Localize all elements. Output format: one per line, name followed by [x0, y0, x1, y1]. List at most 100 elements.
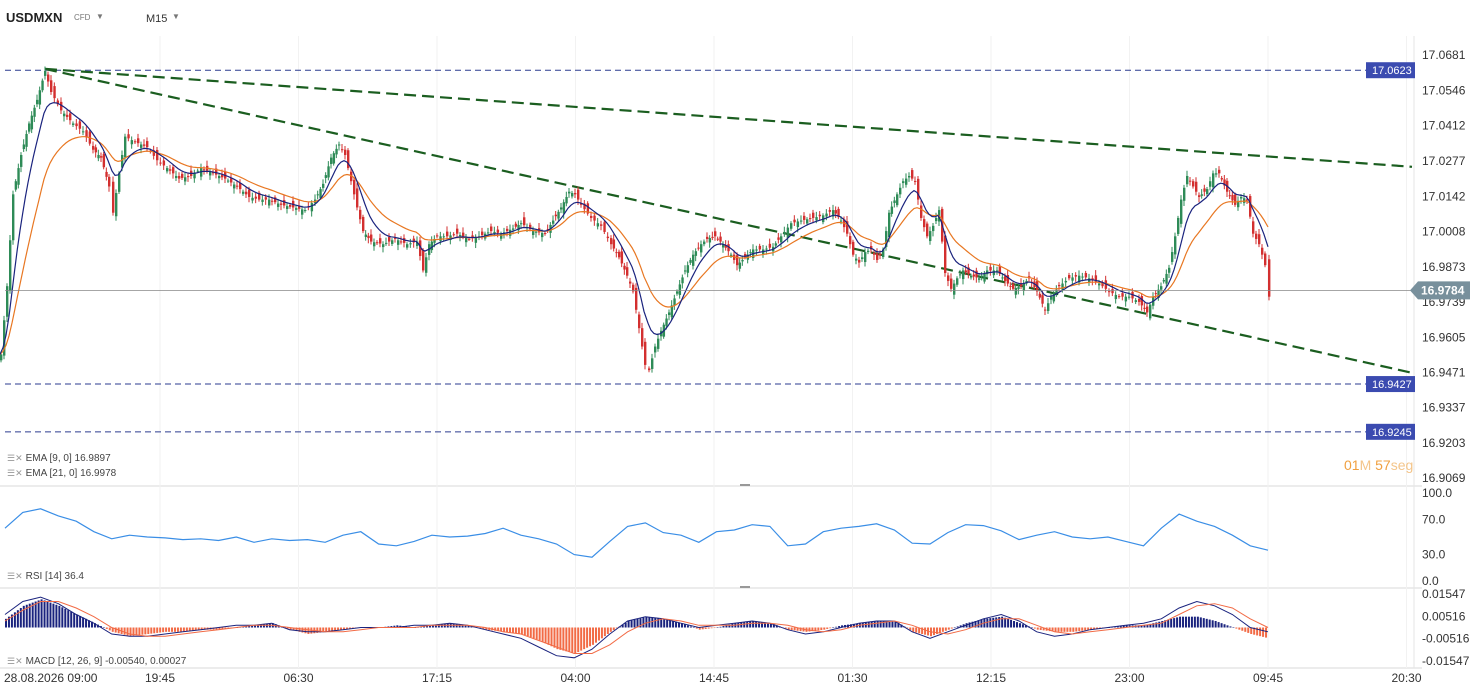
- candle-body: [1189, 180, 1192, 182]
- macd-bar: [594, 627, 597, 643]
- candle-body: [706, 236, 709, 239]
- macd-bar: [485, 627, 488, 630]
- candle-body: [755, 249, 758, 251]
- candle-body: [703, 241, 706, 245]
- macd-bar: [500, 627, 503, 632]
- price-tick-label: 17.0142: [1422, 189, 1466, 203]
- macd-bar: [328, 627, 331, 632]
- candle-body: [38, 90, 42, 105]
- macd-bar: [1226, 625, 1229, 628]
- candle-body: [972, 274, 976, 277]
- candle-body: [914, 180, 917, 182]
- candle-body: [509, 229, 512, 236]
- macd-bar: [292, 627, 295, 631]
- timeframe-dropdown-icon[interactable]: ▼: [172, 12, 180, 21]
- macd-bar: [1164, 620, 1167, 628]
- macd-bar: [633, 619, 636, 628]
- macd-bar: [894, 621, 897, 628]
- candle-body: [394, 237, 397, 239]
- macd-bar: [423, 626, 426, 628]
- macd-bar: [25, 604, 28, 628]
- indicator-menu-icon[interactable]: ☰✕: [7, 656, 23, 666]
- chart-toolbar: USDMXN CFD ▼ M15 ▼: [0, 0, 1482, 36]
- macd-bar: [342, 627, 345, 630]
- candle-body: [433, 238, 436, 243]
- candle-body: [1001, 277, 1004, 279]
- macd-bar: [1063, 627, 1066, 632]
- candle-body: [858, 259, 861, 263]
- macd-bar: [882, 621, 885, 628]
- candle-body: [1068, 275, 1071, 279]
- macd-bar: [467, 625, 470, 628]
- macd-bar: [1125, 625, 1128, 628]
- candle-body: [221, 174, 224, 178]
- macd-bar: [995, 617, 998, 628]
- macd-bar: [259, 624, 262, 628]
- macd-bar: [968, 622, 971, 628]
- indicator-menu-icon[interactable]: ☰✕: [7, 468, 23, 478]
- macd-bar: [1013, 621, 1016, 628]
- candle-body: [1174, 236, 1177, 255]
- candle-body: [1212, 173, 1215, 188]
- macd-bar: [99, 626, 102, 628]
- candle-body: [166, 168, 169, 172]
- macd-bar: [221, 627, 224, 630]
- candle-body: [341, 149, 344, 151]
- macd-bar: [147, 627, 150, 634]
- macd-bar: [440, 624, 443, 628]
- candle-body: [430, 241, 434, 251]
- macd-bar: [559, 627, 562, 650]
- candle-body: [134, 141, 137, 143]
- candle-body: [719, 236, 722, 242]
- candle-body: [512, 228, 515, 230]
- macd-bar: [627, 621, 630, 628]
- candle-body: [1228, 195, 1232, 197]
- candle-body: [382, 244, 385, 248]
- candle-body: [1258, 234, 1261, 245]
- symbol-selector[interactable]: USDMXN: [6, 10, 63, 25]
- symbol-dropdown-icon[interactable]: ▼: [96, 12, 104, 21]
- candle-body: [615, 252, 618, 254]
- candle-body: [541, 233, 544, 238]
- candle-body: [796, 221, 800, 228]
- timeframe-selector[interactable]: M15: [146, 13, 168, 25]
- macd-bar: [600, 627, 603, 639]
- macd-bar: [529, 627, 532, 638]
- macd-bar: [1220, 623, 1223, 628]
- macd-bar: [1140, 625, 1143, 628]
- candle-body: [143, 144, 146, 146]
- candle-body: [736, 255, 739, 266]
- candle-body: [436, 235, 439, 237]
- macd-bar: [108, 627, 111, 631]
- macd-bar: [191, 627, 194, 631]
- candle-body: [812, 212, 815, 218]
- indicator-menu-icon[interactable]: ☰✕: [7, 571, 23, 581]
- macd-bar: [132, 627, 135, 636]
- macd-bar: [986, 618, 989, 628]
- macd-bar: [811, 627, 814, 632]
- candle-body: [1231, 194, 1234, 201]
- macd-bar: [126, 627, 129, 636]
- macd-bar: [873, 621, 876, 628]
- macd-bar: [1229, 626, 1232, 628]
- candle-body: [1215, 173, 1218, 175]
- level-price-label: 16.9427: [1372, 379, 1412, 391]
- candle-body: [996, 270, 999, 272]
- macd-bar: [334, 627, 337, 631]
- macd-bar: [1262, 627, 1265, 637]
- macd-bar: [547, 627, 550, 645]
- candle-body: [347, 150, 350, 169]
- macd-bar: [58, 605, 61, 628]
- macd-bar: [645, 616, 648, 628]
- macd-bar: [553, 627, 556, 648]
- candle-body: [803, 215, 806, 220]
- candle-body: [1017, 287, 1020, 290]
- candle-body: [618, 251, 621, 258]
- indicator-menu-icon[interactable]: ☰✕: [7, 453, 23, 463]
- macd-bar: [915, 627, 918, 633]
- candle-body: [876, 253, 879, 260]
- candle-body: [3, 320, 6, 356]
- macd-bar: [1137, 625, 1140, 628]
- candle-body: [50, 80, 53, 92]
